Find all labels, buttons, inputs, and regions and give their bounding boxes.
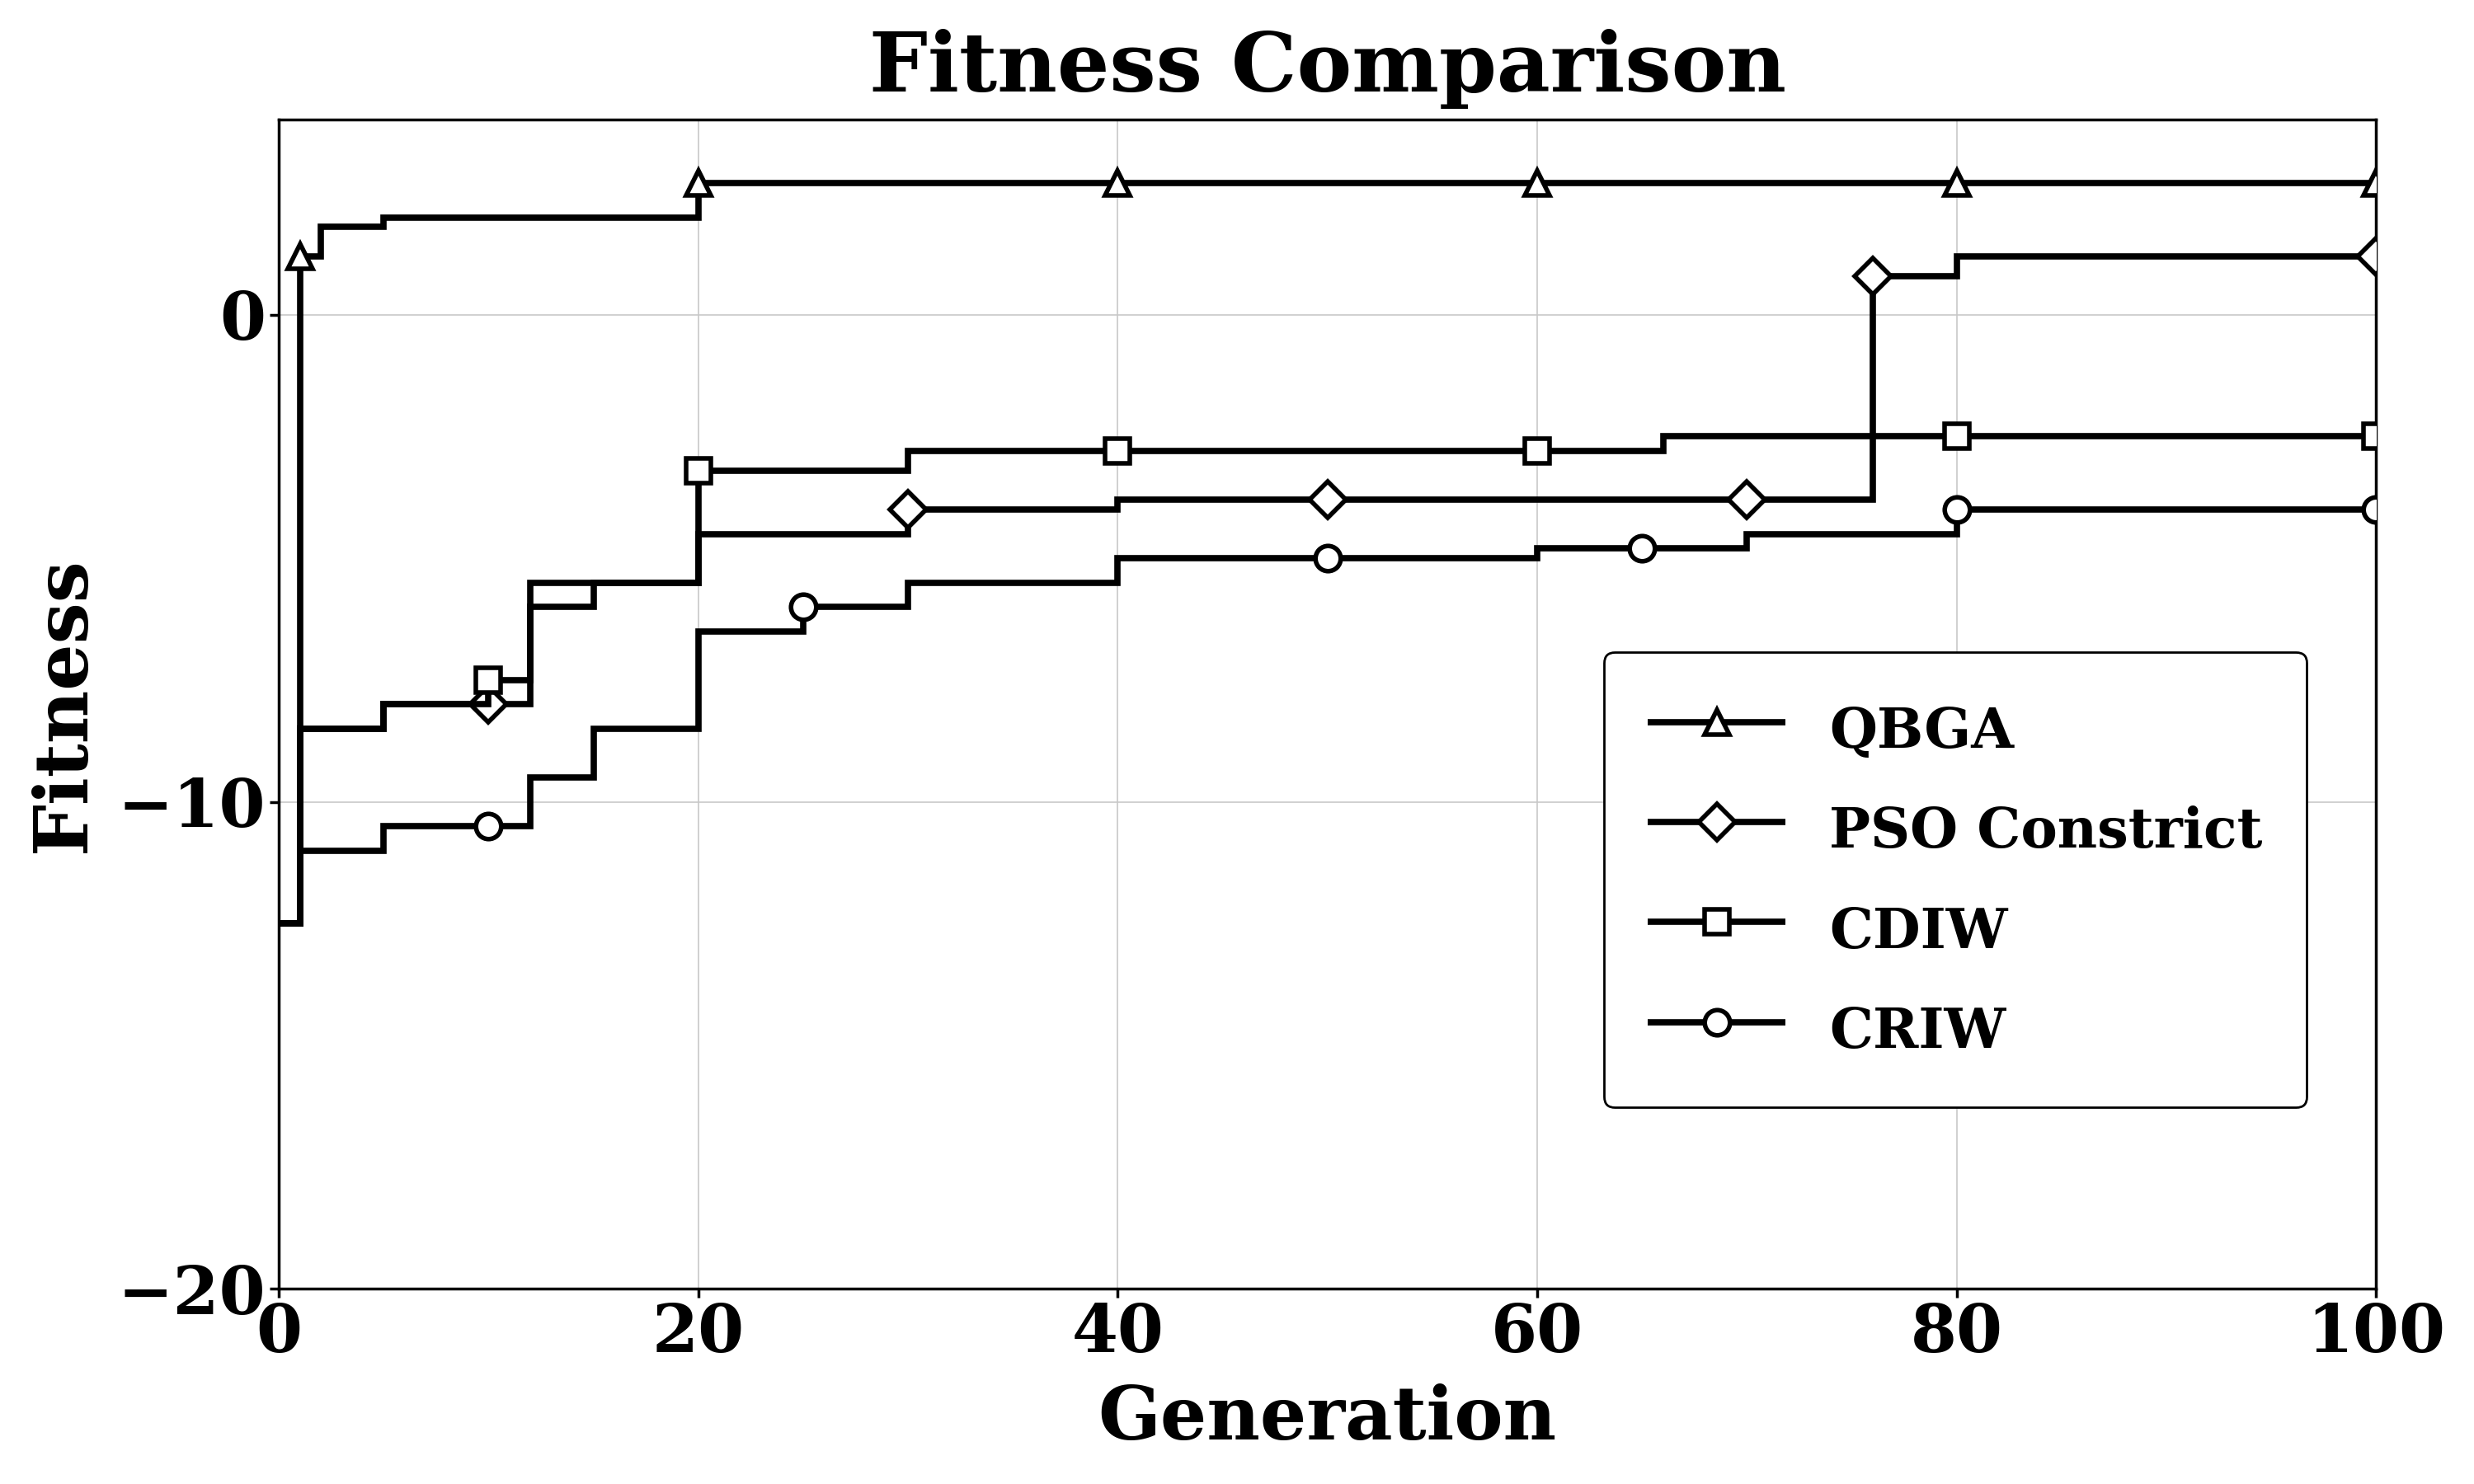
CRIW [1942,500,1972,518]
PSO Constrict [265,914,294,932]
PSO Constrict [683,525,713,543]
CDIW [369,696,398,714]
QBGA [2360,174,2390,191]
PSO Constrict [1858,267,1888,285]
CDIW [1648,427,1677,445]
CDIW [579,574,609,592]
QBGA [285,248,314,266]
CRIW [893,574,923,592]
QBGA [1522,174,1551,191]
QBGA [1314,174,1343,191]
QBGA [473,208,502,226]
Line: PSO Constrict: PSO Constrict [267,243,2390,936]
CDIW [683,462,713,479]
CRIW [1522,540,1551,558]
PSO Constrict [473,696,502,714]
QBGA [1732,174,1761,191]
CRIW [683,622,713,640]
CRIW [515,769,544,787]
PSO Constrict [1103,491,1133,509]
PSO Constrict [1732,491,1761,509]
CDIW [473,671,502,689]
CRIW [1628,540,1658,558]
CDIW [515,598,544,616]
CDIW [1628,442,1658,460]
CRIW [2360,500,2390,518]
QBGA [683,174,713,191]
QBGA [2152,174,2182,191]
CRIW [369,818,398,835]
PSO Constrict [1836,491,1865,509]
PSO Constrict [369,696,398,714]
CDIW [2360,427,2390,445]
X-axis label: Generation: Generation [1098,1383,1556,1456]
Line: QBGA: QBGA [267,171,2390,936]
CDIW [1942,427,1972,445]
CRIW [1732,525,1761,543]
PSO Constrict [515,574,544,592]
PSO Constrict [2152,248,2182,266]
PSO Constrict [2360,248,2390,266]
QBGA [1103,174,1133,191]
CDIW [893,442,923,460]
Line: CRIW: CRIW [267,497,2390,936]
CDIW [1314,442,1343,460]
CRIW [285,841,314,859]
Title: Fitness Comparison: Fitness Comparison [868,28,1786,108]
PSO Constrict [1314,491,1343,509]
QBGA [369,208,398,226]
CRIW [789,598,819,616]
PSO Constrict [1942,248,1972,266]
Line: CDIW: CDIW [267,424,2390,936]
CRIW [579,720,609,738]
CRIW [265,914,294,932]
CRIW [1103,549,1133,567]
Legend: QBGA, PSO Constrict, CDIW, CRIW: QBGA, PSO Constrict, CDIW, CRIW [1603,653,2306,1107]
CRIW [1314,549,1343,567]
CDIW [285,720,314,738]
CDIW [1732,427,1761,445]
CRIW [2152,500,2182,518]
QBGA [893,174,923,191]
CDIW [2152,427,2182,445]
QBGA [307,218,336,236]
PSO Constrict [1522,491,1551,509]
QBGA [1942,174,1972,191]
PSO Constrict [285,720,314,738]
Y-axis label: Fitness: Fitness [30,556,101,852]
CRIW [473,818,502,835]
PSO Constrict [893,500,923,518]
CDIW [1103,442,1133,460]
CDIW [265,914,294,932]
CDIW [1522,442,1551,460]
QBGA [265,914,294,932]
